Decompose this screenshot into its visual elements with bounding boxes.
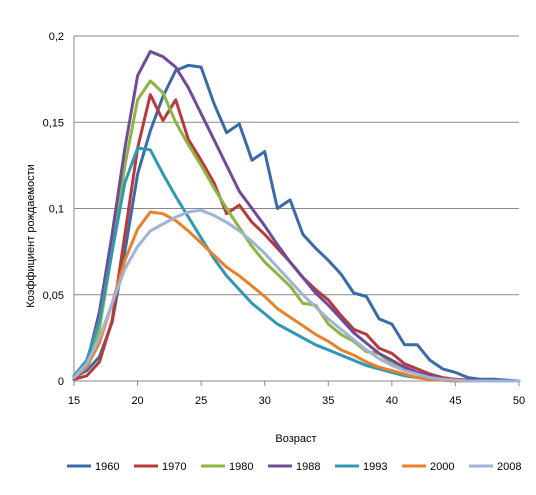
x-tick-label: 30 xyxy=(259,395,271,407)
y-tick-label: 0,05 xyxy=(43,290,64,302)
x-tick-label: 25 xyxy=(195,395,207,407)
y-tick-label: 0 xyxy=(58,376,64,388)
legend-label: 1993 xyxy=(363,461,387,473)
x-tick-label: 15 xyxy=(68,395,80,407)
legend-entry-1970: 1970 xyxy=(134,461,186,473)
y-tick-label: 0,1 xyxy=(49,204,64,216)
legend-label: 1988 xyxy=(296,461,320,473)
legend-entry-2008: 2008 xyxy=(469,461,521,473)
y-tick-label: 0,2 xyxy=(49,31,64,43)
y-axis-title: Коэффициент рождаемости xyxy=(25,164,37,308)
tick-labels: 0 0,05 0,1 0,15 0,2 15 20 25 30 35 40 45 50 xyxy=(43,31,526,407)
x-axis-title: Возраст xyxy=(275,433,316,445)
x-tick-label: 50 xyxy=(513,395,525,407)
series-lines xyxy=(72,50,521,383)
x-tick-label: 20 xyxy=(131,395,143,407)
legend-entry-2000: 2000 xyxy=(402,461,454,473)
x-tick-label: 40 xyxy=(386,395,398,407)
legend-entry-1988: 1988 xyxy=(268,461,320,473)
legend-label: 2000 xyxy=(430,461,454,473)
legend: 1960 1970 1980 1988 1993 2000 2008 xyxy=(67,461,521,473)
x-tick-label: 45 xyxy=(449,395,461,407)
series-line-2008 xyxy=(72,208,521,383)
legend-label: 1970 xyxy=(162,461,186,473)
series-line-1960 xyxy=(72,63,521,383)
legend-label: 1980 xyxy=(229,461,253,473)
series-line-1993 xyxy=(72,146,521,383)
legend-entry-1960: 1960 xyxy=(67,461,119,473)
y-tick-label: 0,15 xyxy=(43,117,64,129)
legend-label: 1960 xyxy=(95,461,119,473)
series-line-1970 xyxy=(72,93,521,383)
legend-entry-1980: 1980 xyxy=(201,461,253,473)
legend-label: 2008 xyxy=(497,461,521,473)
legend-entry-1993: 1993 xyxy=(335,461,387,473)
x-tick-label: 35 xyxy=(322,395,334,407)
